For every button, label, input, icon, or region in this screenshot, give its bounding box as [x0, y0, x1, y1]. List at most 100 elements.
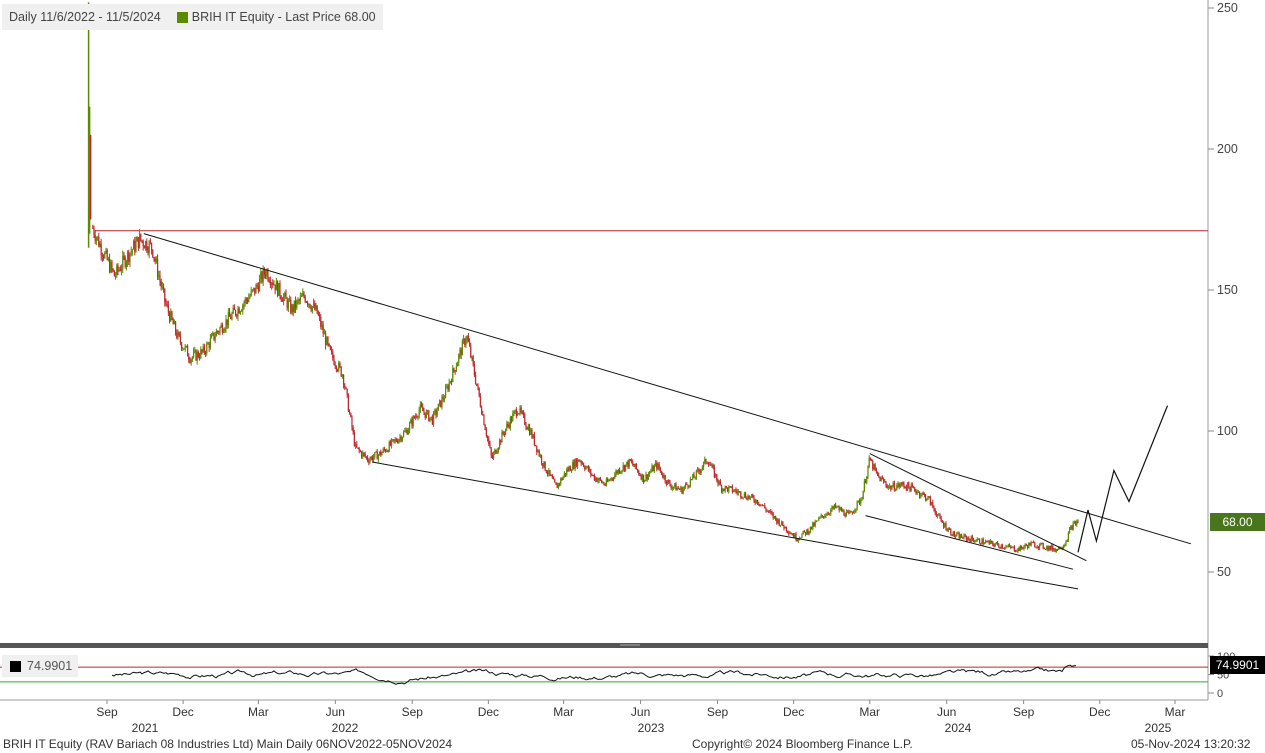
candle-body: [144, 241, 147, 249]
y-tick-label: 250: [1217, 1, 1238, 15]
candle-body: [554, 479, 556, 483]
candle-body: [129, 253, 131, 262]
candle-body: [440, 400, 442, 407]
trendline-2: [372, 461, 1079, 590]
candle-body: [402, 432, 405, 438]
candle-body: [1030, 541, 1032, 546]
candle-body: [884, 481, 886, 483]
candle-body: [532, 434, 534, 438]
candle-body: [624, 464, 627, 471]
candle-body: [688, 485, 690, 487]
candle-body: [802, 530, 804, 535]
candle-body: [730, 486, 732, 488]
candle-body: [934, 509, 936, 514]
candle-body: [630, 460, 633, 462]
candle-body: [732, 491, 735, 493]
candle-body: [537, 450, 539, 452]
candle-body: [113, 270, 115, 277]
candle-body: [394, 439, 396, 441]
candle-body: [1018, 548, 1020, 551]
candle-body: [758, 503, 760, 505]
candle-body: [526, 427, 528, 430]
candle-body: [690, 479, 693, 481]
candle-body: [1004, 547, 1006, 549]
candle-body: [518, 413, 520, 415]
candle-body: [506, 423, 508, 429]
candle-body: [756, 500, 759, 504]
candle-body: [765, 508, 767, 511]
candle-body: [870, 460, 873, 462]
candle-body: [1016, 551, 1018, 553]
candle-body: [878, 475, 880, 477]
candle-body: [642, 474, 645, 483]
candle-body: [285, 292, 287, 299]
candle-body: [474, 375, 477, 384]
legend-series: BRIH IT Equity - Last Price 68.00: [191, 10, 376, 24]
candle-body: [920, 495, 922, 497]
last-price-value: 68.00: [1222, 515, 1253, 529]
candle-body: [552, 478, 555, 480]
candle-body: [1073, 522, 1075, 524]
candle-body: [273, 284, 275, 286]
candle-body: [804, 531, 807, 535]
candle-body: [190, 359, 192, 363]
x-month-label: Mar: [248, 705, 269, 719]
candle-body: [342, 375, 345, 385]
candle-body: [680, 487, 682, 490]
candle-body: [603, 482, 605, 485]
candle-body: [269, 281, 271, 285]
candle-body: [424, 412, 426, 418]
candle-body: [993, 544, 995, 547]
candle-body: [1042, 543, 1044, 549]
candle-body: [153, 257, 155, 259]
candle-body: [194, 350, 196, 352]
candle-body: [926, 499, 928, 501]
candle-body: [748, 495, 750, 499]
candle-body: [513, 411, 515, 414]
candle-body: [796, 539, 798, 541]
candle-body: [292, 305, 294, 312]
candle-body: [531, 429, 533, 438]
candle-body: [114, 275, 117, 277]
candle-body: [464, 338, 466, 345]
candle-body: [434, 410, 436, 413]
candle-body: [510, 417, 513, 422]
candle-body: [177, 332, 179, 338]
candle-body: [120, 268, 123, 271]
candle-body: [998, 544, 1000, 547]
candle-body: [413, 416, 415, 418]
candle-body: [792, 534, 795, 538]
candle-body: [858, 500, 861, 504]
candle-body: [260, 272, 262, 279]
candle-body: [154, 258, 156, 262]
candle-body: [903, 484, 905, 487]
candle-body: [503, 433, 505, 435]
pane-divider: [0, 643, 1208, 648]
candle-body: [207, 343, 209, 345]
candle-body: [928, 496, 930, 498]
candle-body: [946, 529, 948, 531]
candle-body: [234, 310, 237, 315]
candle-body: [1038, 544, 1041, 549]
candle-body: [117, 265, 119, 271]
candle-body: [441, 397, 443, 407]
candle-body: [573, 462, 575, 469]
x-month-label: Dec: [783, 705, 804, 719]
candle-body: [996, 542, 999, 545]
footer-timestamp: 05-Nov-2024 13:20:32: [1131, 737, 1251, 751]
candle-body: [432, 412, 435, 425]
candle-body: [543, 461, 545, 467]
candle-body: [473, 364, 475, 376]
candle-body: [162, 286, 165, 289]
candle-body: [671, 487, 673, 489]
candle-body: [596, 477, 598, 482]
candle-body: [632, 461, 634, 465]
candle-body: [560, 478, 562, 484]
candle-body: [1048, 546, 1050, 551]
candle-body: [1006, 546, 1008, 548]
candle-body: [917, 491, 919, 493]
candle-body: [929, 497, 931, 506]
candle-body: [830, 509, 832, 514]
candle-body: [592, 475, 594, 477]
candle-body: [470, 346, 472, 358]
